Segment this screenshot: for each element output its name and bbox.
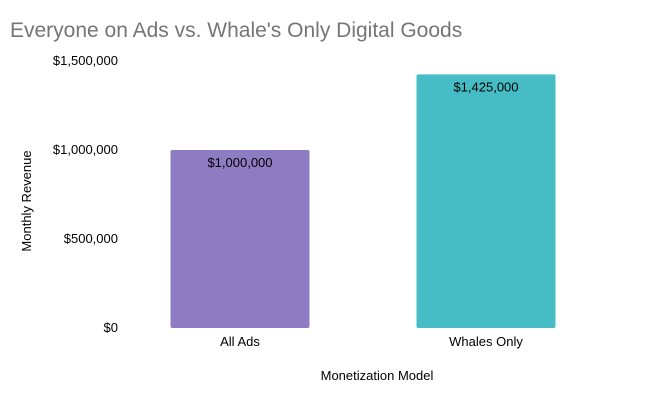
x-axis-title: Monetization Model <box>321 368 434 383</box>
y-axis: $0 $500,000 $1,000,000 $1,500,000 <box>53 53 118 335</box>
bars: $1,000,000 $1,425,000 <box>170 74 556 328</box>
bar[interactable] <box>170 150 310 328</box>
chart-title: Everyone on Ads vs. Whale's Only Digital… <box>10 19 462 42</box>
bar[interactable] <box>416 74 556 328</box>
y-tick-label: $1,500,000 <box>53 53 118 68</box>
y-axis-title: Monthly Revenue <box>19 150 34 251</box>
y-tick-label: $0 <box>104 320 118 335</box>
x-axis: All Ads Whales Only <box>220 334 523 349</box>
bar-value-label: $1,425,000 <box>453 79 518 94</box>
x-tick-label: All Ads <box>220 334 260 349</box>
y-tick-label: $1,000,000 <box>53 142 118 157</box>
x-tick-label: Whales Only <box>449 334 523 349</box>
y-tick-label: $500,000 <box>64 231 118 246</box>
bar-value-label: $1,000,000 <box>207 155 272 170</box>
